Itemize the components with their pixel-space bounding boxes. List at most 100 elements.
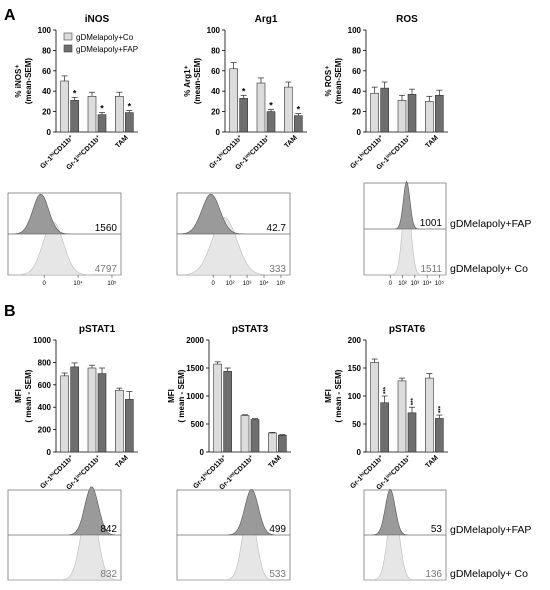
x-tick-label: TAM xyxy=(424,134,439,149)
chart-title: pSTAT3 xyxy=(232,324,269,335)
histogram-label-co: gDMelapoly+ Co xyxy=(450,568,528,580)
y-tick-label: 20 xyxy=(352,108,361,117)
bar-co xyxy=(284,86,293,133)
histogram-tick-label: 10² xyxy=(398,281,407,287)
legend-swatch-co xyxy=(63,32,73,41)
x-tick-label: TAM xyxy=(267,454,282,469)
mfi-value-fap: 842 xyxy=(100,524,117,535)
y-tick-label: 40 xyxy=(42,87,51,96)
histogram-co xyxy=(8,221,121,276)
bar-co xyxy=(425,101,434,133)
bar-chart-arg1: Arg1% Arg1⁺(mean-SEM)020406080100*Gr-1hi… xyxy=(183,14,307,171)
significance-mark: * xyxy=(297,105,301,115)
y-tick-label: 80 xyxy=(211,46,220,55)
significance-mark: * xyxy=(100,104,104,114)
histogram-tick-label: 10⁵ xyxy=(107,280,117,287)
y-tick-label: 0 xyxy=(357,128,362,137)
histogram-fap xyxy=(176,193,290,235)
y-tick-label: 60 xyxy=(352,67,361,76)
mfi-value-fap: 1560 xyxy=(95,223,118,234)
y-tick-label: 150 xyxy=(348,364,362,373)
y-tick-label: 40 xyxy=(211,87,220,96)
mfi-value-fap: 499 xyxy=(269,524,286,535)
y-axis-label: % Arg1⁺(mean-SEM) xyxy=(183,58,202,105)
histogram-tick-label: 10² xyxy=(226,281,235,287)
y-tick-label: 20 xyxy=(42,108,51,117)
y-tick-label: 80 xyxy=(42,46,51,55)
y-tick-label: 400 xyxy=(38,403,52,412)
panel-label-a: A xyxy=(4,7,16,24)
y-tick-label: 50 xyxy=(352,420,361,429)
x-tick-label: TAM xyxy=(283,134,298,149)
bar-fap xyxy=(294,115,303,133)
bar-co xyxy=(60,80,69,133)
histogram-pstat1: 842 832 xyxy=(7,486,122,581)
y-tick-label: 0 xyxy=(200,448,205,457)
histogram-fap xyxy=(8,486,121,536)
y-tick-label: 0 xyxy=(216,128,221,137)
bar-fap xyxy=(125,112,134,133)
bar-fap xyxy=(435,94,444,133)
significance-mark: * xyxy=(269,101,273,111)
y-tick-label: 100 xyxy=(38,26,52,35)
bar-fap xyxy=(435,418,444,453)
bar-co xyxy=(268,432,277,453)
mfi-value-fap: 53 xyxy=(431,524,443,535)
histogram-fap xyxy=(177,489,290,536)
legend: gDMelapoly+Co gDMelapoly+FAP xyxy=(63,32,138,54)
x-tick-label: TAM xyxy=(114,134,129,149)
chart-title: pSTAT6 xyxy=(389,324,426,335)
histogram-pstat3: 499 533 xyxy=(176,489,291,581)
histogram-arg1: 42.7 333 0 10² 10³ 10⁴ 10⁵ xyxy=(176,192,291,287)
bar-fap xyxy=(266,111,276,133)
mfi-value-fap: 42.7 xyxy=(267,223,287,234)
bar-co xyxy=(370,92,379,133)
legend-label-co: gDMelapoly+Co xyxy=(76,33,134,42)
bar-co xyxy=(397,380,407,453)
histogram-co xyxy=(364,503,446,581)
bar-fap xyxy=(278,434,287,453)
histogram-tick-label: 0 xyxy=(389,281,393,287)
y-tick-label: 40 xyxy=(352,87,361,96)
bar-fap xyxy=(70,100,79,133)
bar-fap xyxy=(239,98,248,133)
y-tick-label: 500 xyxy=(191,420,205,429)
y-tick-label: 20 xyxy=(211,108,220,117)
bar-co xyxy=(115,96,124,133)
mfi-value-co: 832 xyxy=(100,569,117,580)
y-tick-label: 1500 xyxy=(186,364,204,373)
panel-label-b: B xyxy=(4,303,16,320)
histogram-tick-label: 10⁴ xyxy=(73,280,83,287)
histogram-tick-label: 10⁵ xyxy=(276,280,286,287)
histogram-pstat6: 53 136 gDMelapoly+FAP gDMelapoly+ Co xyxy=(363,488,531,581)
bar-chart-inos: iNOS% iNOS⁺(mean-SEM)020406080100*Gr-1hi… xyxy=(14,14,138,171)
bar-co xyxy=(240,415,250,453)
bar-fap xyxy=(380,402,389,453)
y-tick-label: 80 xyxy=(352,46,361,55)
significance-mark: * xyxy=(242,86,246,96)
mfi-value-co: 136 xyxy=(425,569,442,580)
x-tick-label: TAM xyxy=(424,454,439,469)
legend-label-fap: gDMelapoly+FAP xyxy=(76,45,138,54)
bar-co xyxy=(213,363,222,453)
y-axis-label: % iNOS⁺(mean-SEM) xyxy=(14,58,33,105)
mfi-value-co: 533 xyxy=(269,569,286,580)
bar-co xyxy=(256,82,266,133)
bar-fap xyxy=(407,412,417,453)
histogram-tick-label: 0 xyxy=(211,281,215,287)
significance-mark: *** xyxy=(384,386,390,394)
y-tick-label: 0 xyxy=(357,448,362,457)
y-tick-label: 1000 xyxy=(33,336,51,345)
histogram-co xyxy=(177,508,290,581)
y-axis-label: MFI( mean - SEM) xyxy=(324,369,343,422)
bar-co xyxy=(115,390,124,453)
significance-mark: *** xyxy=(438,405,444,413)
histogram-ros: 1001 1511 0 10² 10³ 10⁴ 10⁵ gDMelapoly+FAP gDMel… xyxy=(363,180,531,287)
histogram-label-fap: gDMelapoly+FAP xyxy=(450,218,531,230)
y-tick-label: 800 xyxy=(38,358,52,367)
histogram-tick-label: 10⁴ xyxy=(423,280,433,287)
